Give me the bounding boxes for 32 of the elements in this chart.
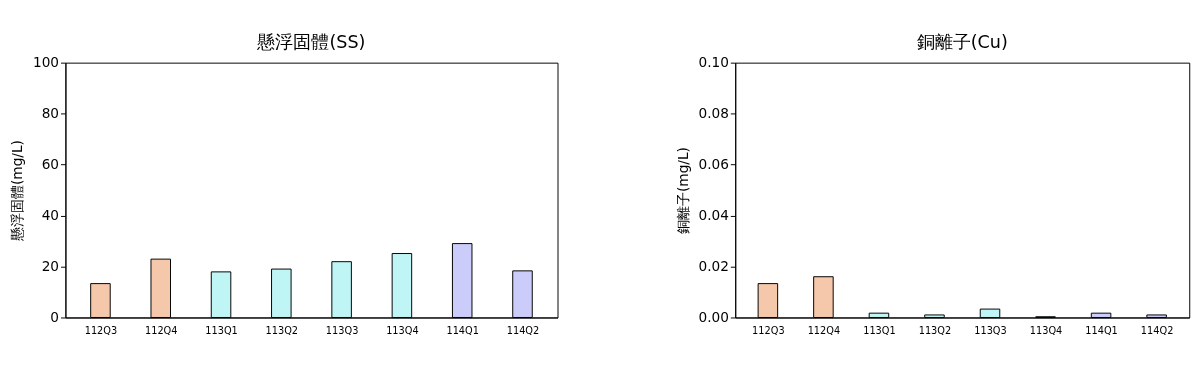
y-tick-label: 0.00 [698, 308, 729, 325]
y-axis-title: 懸浮固體(mg/L) [9, 140, 26, 242]
x-tick-label: 113Q1 [205, 324, 238, 336]
x-tick-label: 113Q2 [265, 324, 299, 336]
y-tick-label: 40 [41, 206, 60, 223]
x-tick-label: 113Q3 [325, 324, 359, 336]
y-tick-label: 100 [32, 54, 60, 71]
y-tick-label: 0.10 [698, 54, 729, 71]
chart-title: 懸浮固體(SS) [256, 32, 366, 53]
x-tick-label: 112Q3 [752, 324, 785, 336]
x-tick-label: 113Q4 [1029, 324, 1063, 336]
x-tick-label: 113Q4 [386, 324, 419, 336]
x-tick-label: 112Q4 [144, 324, 178, 336]
x-tick-label: 114Q1 [1085, 324, 1118, 336]
x-tick-label: 112Q3 [84, 324, 118, 336]
y-axis-title: 銅離子(mg/L) [674, 147, 691, 234]
y-tick-label: 0.04 [698, 206, 729, 223]
y-tick-label: 0.02 [698, 257, 729, 274]
y-tick-label: 20 [41, 257, 60, 274]
x-tick-label: 113Q1 [863, 324, 896, 336]
y-tick-label: 60 [41, 155, 60, 172]
x-tick-label: 114Q2 [506, 324, 540, 336]
y-tick-label: 0 [50, 308, 60, 325]
y-tick-label: 0.06 [698, 155, 729, 172]
x-tick-label: 114Q2 [1140, 324, 1174, 336]
x-tick-label: 112Q4 [807, 324, 841, 336]
x-tick-label: 113Q3 [974, 324, 1007, 336]
y-tick-label: 80 [41, 105, 60, 122]
chart-title: 銅離子(Cu) [916, 32, 1008, 53]
x-tick-label: 113Q2 [918, 324, 952, 336]
x-tick-label: 114Q1 [446, 324, 479, 336]
y-tick-label: 0.08 [698, 105, 729, 122]
